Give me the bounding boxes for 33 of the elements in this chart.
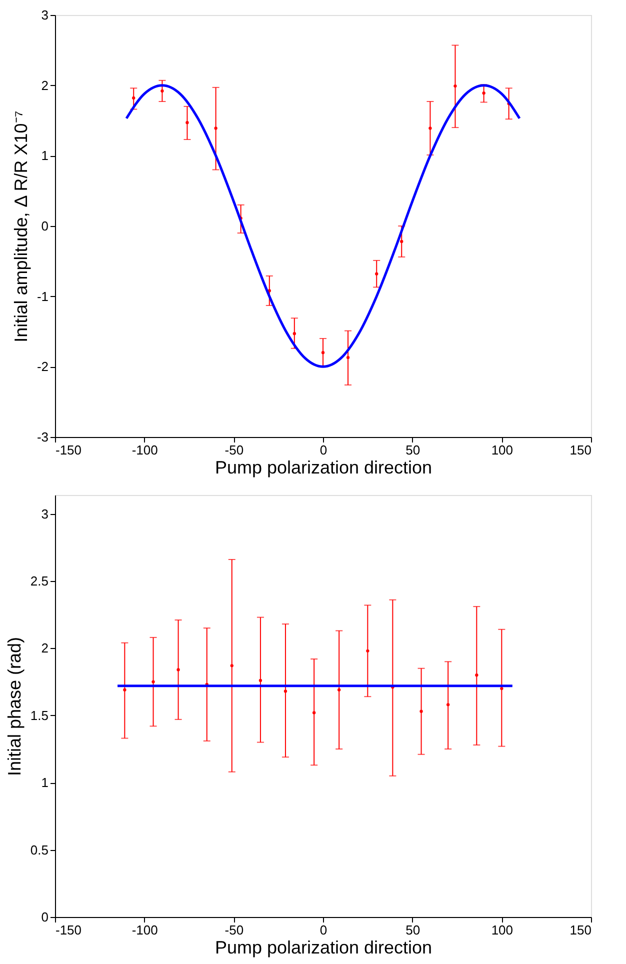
- y-tick-label: 2.5: [30, 574, 48, 589]
- x-tick-label: 150: [570, 442, 592, 458]
- x-tick-label: 100: [491, 922, 514, 938]
- y-tick-label: 0: [41, 218, 48, 234]
- x-tick-label: -150: [56, 922, 82, 938]
- x-tick-label: 50: [406, 442, 420, 458]
- y-tick-label: 1.5: [30, 708, 48, 723]
- y-tick-label: 2: [41, 78, 48, 93]
- y-axis-title: Initial amplitude, Δ R/R X10⁻⁷: [10, 110, 31, 342]
- y-tick-label: 0.5: [30, 842, 48, 858]
- x-tick-label: -50: [224, 442, 244, 458]
- x-axis-title: Pump polarization direction: [214, 938, 432, 958]
- x-tick-label: 150: [570, 922, 592, 938]
- y-tick-label: 3: [41, 506, 48, 522]
- y-tick-label: -3: [36, 430, 48, 444]
- y-tick-label: -1: [36, 288, 48, 304]
- line-series: [125, 84, 521, 368]
- x-axis-title: Pump polarization direction: [214, 458, 432, 478]
- y-tick-label: 2: [41, 640, 48, 656]
- y-tick-label: 3: [41, 8, 48, 22]
- x-tick-label: -100: [132, 922, 158, 938]
- x-tick-label: -100: [132, 442, 158, 458]
- y-tick-label: 1: [41, 775, 48, 790]
- x-tick-label: 0: [320, 442, 328, 458]
- x-tick-label: -150: [56, 442, 82, 458]
- y-axis-title: Initial phase (rad): [4, 636, 24, 776]
- x-tick-label: 50: [406, 922, 420, 938]
- y-tick-label: 1: [41, 148, 48, 164]
- y-tick-label: 0: [41, 910, 48, 924]
- x-tick-label: -50: [224, 922, 244, 938]
- y-tick-label: -2: [36, 359, 48, 374]
- x-tick-label: 0: [320, 922, 328, 938]
- x-tick-label: 100: [491, 442, 514, 458]
